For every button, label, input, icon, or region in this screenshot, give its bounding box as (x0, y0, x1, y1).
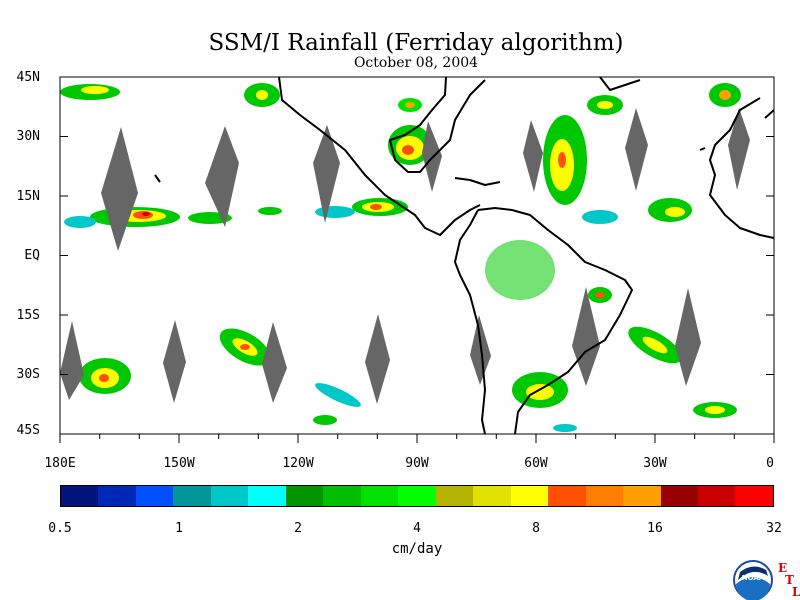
colorbar-swatch-9 (398, 486, 436, 506)
lat-label-30s: 30S (16, 367, 40, 382)
lon-label-30w: 30W (643, 456, 667, 471)
lat-label-15n: 15N (16, 189, 40, 204)
colorbar-swatch-3 (173, 486, 211, 506)
island-coastlines (154, 147, 706, 186)
rainfall-colorbar (60, 485, 774, 507)
rain-itcz-central-pacific (64, 207, 232, 228)
colorbar-label-2: 2 (294, 521, 302, 536)
lat-label-eq: EQ (24, 248, 40, 263)
lon-label-120w: 120W (282, 456, 314, 471)
greenland-coastline (599, 77, 641, 91)
coastlines (154, 77, 774, 434)
colorbar-swatch-16 (660, 486, 698, 506)
lon-label-0: 0 (766, 456, 774, 471)
colorbar-swatch-14 (585, 486, 624, 506)
rain-north-atlantic (543, 83, 741, 224)
colorbar-swatch-7 (323, 486, 361, 506)
colorbar-label-8: 8 (532, 521, 540, 536)
noaa-logo-icon: NOAA (733, 560, 773, 600)
latitude-ticks (60, 76, 774, 435)
lon-label-180e: 180E (44, 456, 76, 471)
colorbar-label-1: 1 (175, 521, 183, 536)
rain-itcz-east-pacific (258, 198, 408, 218)
lon-label-150w: 150W (163, 456, 195, 471)
north-america-coastline (278, 77, 486, 236)
colorbar-swatch-10 (435, 486, 474, 506)
lat-label-45n: 45N (16, 70, 40, 85)
colorbar-label-0-5: 0.5 (48, 521, 72, 536)
colorbar-swatch-4 (210, 486, 249, 506)
svg-text:NOAA: NOAA (742, 574, 765, 582)
colorbar-swatch-11 (473, 486, 511, 506)
colorbar-swatch-17 (697, 486, 736, 506)
colorbar-swatch-1 (98, 486, 136, 506)
colorbar-swatch-13 (548, 486, 586, 506)
lat-label-15s: 15S (16, 308, 40, 323)
colorbar-swatch-6 (285, 486, 324, 506)
lon-label-90w: 90W (405, 456, 429, 471)
colorbar-label-4: 4 (413, 521, 421, 536)
colorbar-swatch-15 (623, 486, 661, 506)
map-date: October 08, 2004 (353, 55, 479, 71)
colorbar-swatch-18 (735, 486, 773, 506)
south-america-coastline (454, 207, 633, 434)
colorbar-units: cm/day (391, 541, 443, 557)
rain-south-atlantic (512, 326, 737, 432)
rain-amazon (485, 240, 612, 303)
longitude-ticks (59, 434, 775, 443)
rainfall-map (59, 76, 775, 443)
rain-south-pacific (79, 328, 361, 425)
colorbar-swatch-2 (135, 486, 174, 506)
lat-label-30n: 30N (16, 129, 40, 144)
etl-letter-l: L (792, 585, 800, 599)
colorbar-swatch-12 (510, 486, 549, 506)
map-title: SSM/I Rainfall (Ferriday algorithm) (208, 30, 624, 56)
colorbar-label-32: 32 (766, 521, 782, 536)
lon-label-60w: 60W (524, 456, 548, 471)
rain-gulf-caribbean (388, 98, 432, 165)
no-data-swaths (60, 108, 750, 404)
colorbar-swatch-8 (360, 486, 399, 506)
colorbar-swatch-0 (61, 486, 99, 506)
colorbar-swatch-5 (248, 486, 286, 506)
colorbar-label-16: 16 (647, 521, 663, 536)
lat-label-45s: 45S (16, 423, 40, 438)
rain-north-pacific (60, 83, 280, 107)
europe-africa-coastline (709, 97, 774, 239)
etl-letter-e: E (778, 561, 788, 575)
etl-letter-t: T (785, 573, 794, 587)
